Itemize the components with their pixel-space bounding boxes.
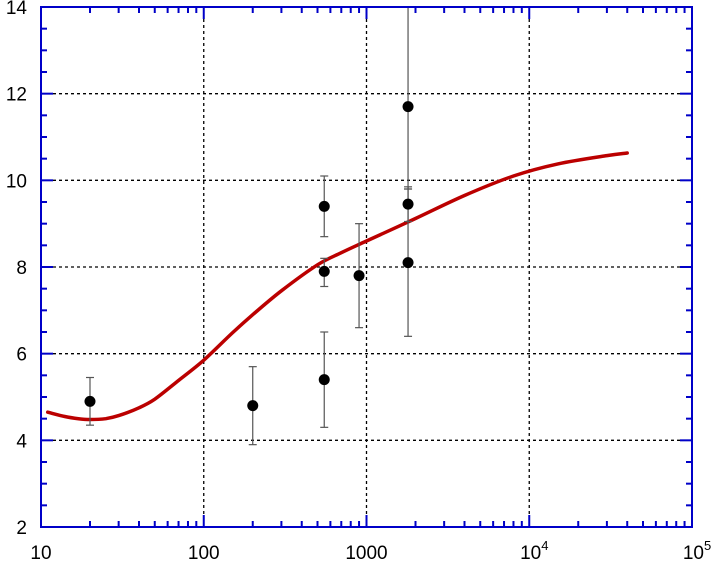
y-tick-label: 10 [6, 171, 27, 192]
data-point [247, 400, 259, 412]
x-tick-label: 105 [683, 538, 711, 564]
error-bar [404, 6, 413, 190]
data-point [318, 200, 330, 212]
x-tick-label: 10 [30, 543, 51, 564]
y-tick-label: 2 [16, 518, 27, 539]
y-tick-label: 6 [16, 345, 27, 366]
plot-frame [40, 6, 693, 528]
data-point [402, 198, 414, 210]
y-tick-label: 14 [6, 0, 28, 19]
y-tick-label: 8 [16, 258, 27, 279]
x-tick-label: 1000 [345, 543, 387, 564]
data-point [353, 270, 365, 282]
data-point [318, 374, 330, 386]
error-bars [85, 6, 413, 446]
data-point [84, 395, 96, 407]
y-tick-label: 12 [6, 85, 27, 106]
y-tick-label: 4 [16, 431, 27, 452]
data-point [402, 257, 414, 269]
x-tick-label: 100 [188, 543, 220, 564]
fit-curve-layer [45, 151, 629, 422]
data-points [84, 101, 414, 412]
fit-curve [45, 151, 629, 422]
data-point [318, 265, 330, 277]
x-tick-label: 104 [520, 538, 548, 564]
data-point [402, 101, 414, 113]
grid [41, 7, 692, 527]
tick-labels: 10 100 1000 104 105 2 4 6 8 10 12 14 [6, 0, 711, 564]
